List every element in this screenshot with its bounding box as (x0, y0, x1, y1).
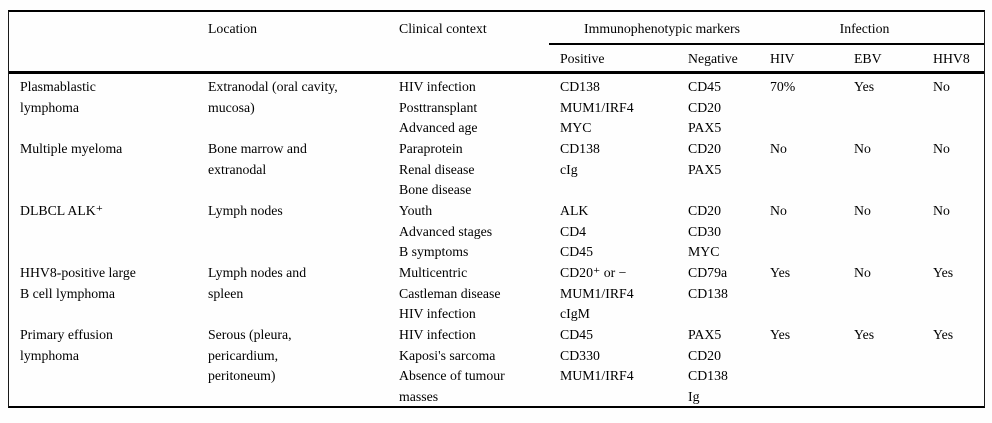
cell-negative-markers: CD20 PAX5 (688, 141, 722, 177)
cell-clinical-context: HIV infection Kaposi's sarcoma Absence o… (399, 327, 505, 404)
cell-ebv: No (854, 265, 871, 280)
col-header-spacer-1 (9, 45, 205, 71)
header-group-row: Location Clinical context Immunophenotyp… (9, 12, 984, 45)
cell-hiv: Yes (770, 327, 791, 342)
cell-disease-name: DLBCL ALK⁺ (20, 203, 104, 218)
cell-negative-markers: CD20 CD30 MYC (688, 203, 721, 259)
table-row: Plasmablastic lymphoma Extranodal (oral … (9, 74, 984, 136)
cell-ebv: Yes (854, 327, 875, 342)
col-header-ebv: EBV (854, 51, 882, 66)
cell-clinical-context: HIV infection Posttransplant Advanced ag… (399, 79, 478, 135)
cell-ebv: No (854, 141, 871, 156)
cell-hiv: No (770, 203, 787, 218)
col-header-hhv8: HHV8 (933, 51, 970, 66)
col-header-negative: Negative (688, 51, 738, 66)
cell-location: Serous (pleura, pericardium, peritoneum) (208, 327, 292, 383)
header-subrow: Positive Negative HIV EBV HHV8 (9, 45, 984, 71)
col-header-spacer-3 (396, 45, 557, 71)
cell-hhv8: Yes (933, 327, 954, 342)
cell-disease-name: HHV8-positive large B cell lymphoma (20, 265, 136, 301)
cell-positive-markers: ALK CD4 CD45 (560, 203, 593, 259)
cell-negative-markers: CD79a CD138 (688, 265, 728, 301)
cell-ebv: Yes (854, 79, 875, 94)
cell-ebv: No (854, 203, 871, 218)
cell-clinical-context: Paraprotein Renal disease Bone disease (399, 141, 475, 197)
cell-location: Extranodal (oral cavity, mucosa) (208, 79, 338, 115)
col-header-hiv: HIV (770, 51, 795, 66)
cell-positive-markers: CD138 cIg (560, 141, 600, 177)
table-row: DLBCL ALK⁺ Lymph nodes Youth Advanced st… (9, 198, 984, 260)
cell-disease-name: Multiple myeloma (20, 141, 123, 156)
col-header-spacer-2 (205, 45, 396, 71)
cell-location: Bone marrow and extranodal (208, 141, 307, 177)
cell-negative-markers: CD45 CD20 PAX5 (688, 79, 722, 135)
cell-hiv: Yes (770, 265, 791, 280)
cell-hhv8: No (933, 79, 950, 94)
col-header-empty (9, 12, 205, 45)
cell-disease-name: Plasmablastic lymphoma (20, 79, 96, 115)
header-group-span: Immunophenotypic markers Infection (549, 12, 984, 45)
cell-disease-name: Primary effusion lymphoma (20, 327, 113, 363)
group-header-immunophenotypic-markers: Immunophenotypic markers (584, 21, 740, 36)
cell-clinical-context: Youth Advanced stages B symptoms (399, 203, 493, 259)
cell-hiv: No (770, 141, 787, 156)
cell-clinical-context: Multicentric Castleman disease HIV infec… (399, 265, 501, 321)
table-row: Primary effusion lymphoma Serous (pleura… (9, 322, 984, 406)
cell-positive-markers: CD138 MUM1/IRF4 MYC (560, 79, 634, 135)
col-header-location: Location (208, 21, 258, 36)
cell-positive-markers: CD20⁺ or − MUM1/IRF4 cIgM (560, 265, 634, 321)
cell-hhv8: No (933, 203, 950, 218)
table-row: HHV8-positive large B cell lymphoma Lymp… (9, 260, 984, 322)
cell-location: Lymph nodes and spleen (208, 265, 307, 301)
col-header-positive: Positive (560, 51, 605, 66)
lymphoma-comparison-table: Location Clinical context Immunophenotyp… (8, 10, 985, 408)
table-header: Location Clinical context Immunophenotyp… (9, 12, 984, 74)
cell-hiv: 70% (770, 79, 796, 94)
cell-negative-markers: PAX5 CD20 CD138 Ig (688, 327, 728, 404)
cell-positive-markers: CD45 CD330 MUM1/IRF4 (560, 327, 634, 383)
table-row: Multiple myeloma Bone marrow and extrano… (9, 136, 984, 198)
cell-location: Lymph nodes (208, 203, 283, 218)
col-header-clinical-context: Clinical context (399, 21, 487, 36)
cell-hhv8: No (933, 141, 950, 156)
group-header-infection: Infection (839, 21, 890, 36)
cell-hhv8: Yes (933, 265, 954, 280)
